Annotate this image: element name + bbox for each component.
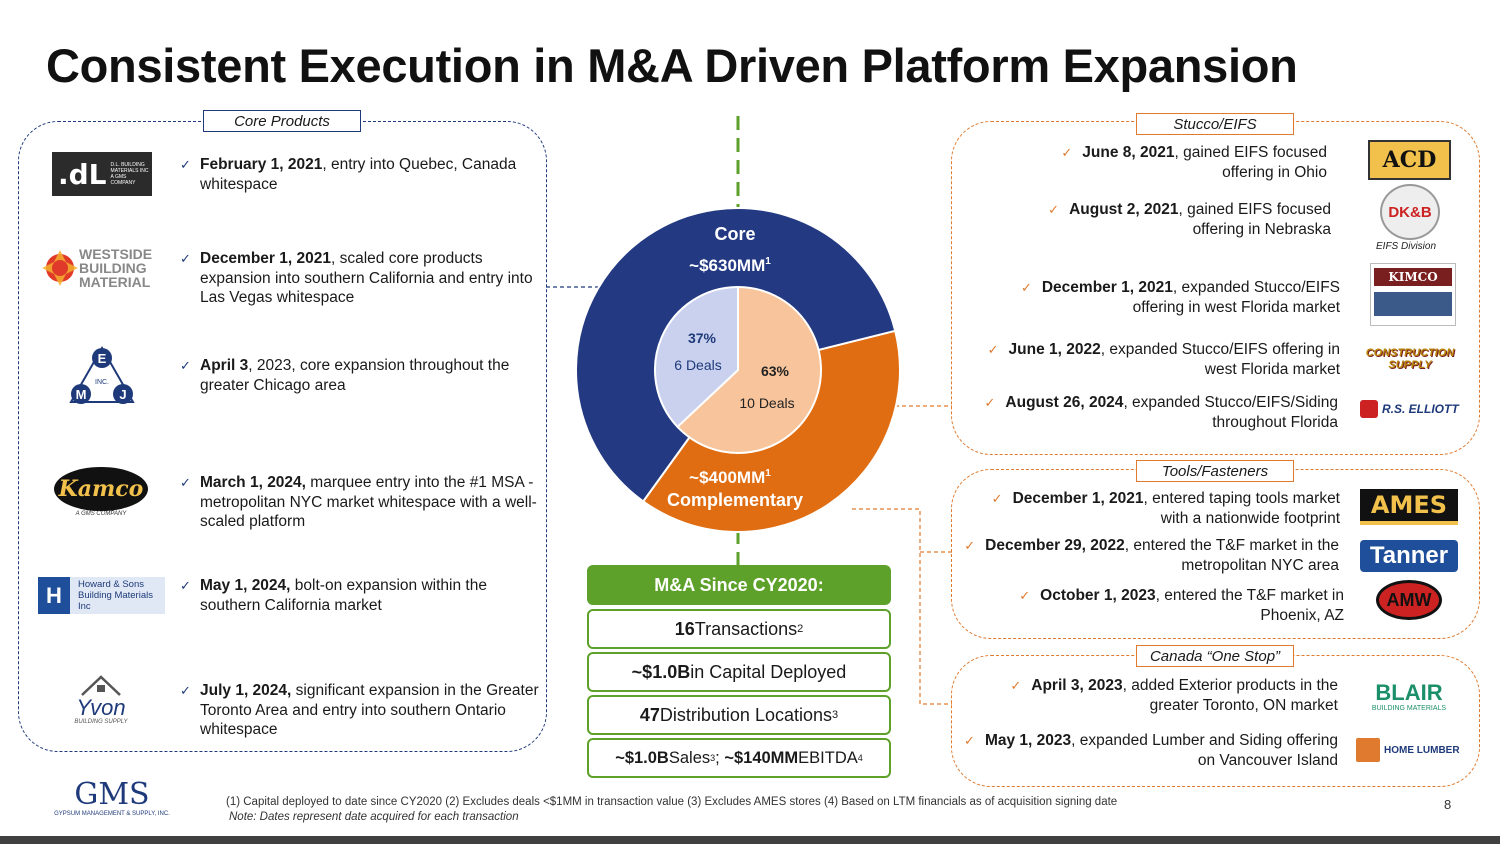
- page-number: 8: [1444, 797, 1452, 812]
- amw-logo: AMW: [1376, 580, 1442, 620]
- footnote-dates: Note: Dates represent date acquired for …: [229, 811, 519, 823]
- inner-deals-complementary: 10 Deals: [739, 395, 794, 411]
- complementary-value-label: ~$400MM1: [689, 468, 771, 487]
- bottom-bar: [0, 836, 1500, 844]
- core-value-label: ~$630MM1: [689, 256, 771, 275]
- ma-locations: 47 Distribution Locations 3: [587, 695, 891, 735]
- canada-item-2: ✓ May 1, 2023, expanded Lumber and Siding…: [964, 732, 1338, 769]
- house-icon: [81, 675, 121, 696]
- kimco-logo: KIMCO: [1370, 263, 1456, 326]
- inner-slice-core: [654, 285, 739, 429]
- tools-item-2: ✓ December 29, 2022, entered the T&F mark…: [964, 537, 1339, 574]
- stucco-item-3: ✓ December 1, 2021, expanded Stucco/EIFS …: [1020, 279, 1340, 316]
- ma-sales-ebitda: ~$1.0B Sales 3; ~$140MM EBITDA 4: [587, 738, 891, 778]
- complementary-label: Complementary: [667, 490, 803, 510]
- tools-label: Tools/Fasteners: [1136, 460, 1294, 482]
- rs-elliott-logo: R.S. ELLIOTT: [1360, 394, 1460, 424]
- howard-sons-logo: H Howard & Sons Building Materials Inc: [38, 577, 165, 614]
- stucco-label: Stucco/EIFS: [1136, 113, 1294, 135]
- svg-text:M: M: [76, 387, 87, 402]
- inner-deals-core: 6 Deals: [674, 357, 721, 373]
- core-item-2: ✓ December 1, 2021, scaled core products …: [180, 250, 533, 306]
- eifs-division-caption: EIFS Division: [1376, 241, 1437, 252]
- inner-pct-complementary: 63%: [761, 363, 790, 379]
- emj-triangle-icon: E M J INC.: [69, 345, 135, 404]
- construction-supply-logo: CONSTRUCTION SUPPLY: [1365, 347, 1455, 371]
- core-item-1: ✓ February 1, 2021, entry into Quebec, Ca…: [180, 156, 517, 193]
- ma-capital: ~$1.0B in Capital Deployed: [587, 652, 891, 692]
- page-title: Consistent Execution in M&A Driven Platf…: [46, 39, 1298, 92]
- ames-logo: AMES: [1360, 489, 1458, 525]
- stucco-item-5: ✓ August 26, 2024, expanded Stucco/EIFS/S…: [984, 394, 1339, 431]
- canada-label: Canada “One Stop”: [1136, 645, 1294, 667]
- gms-logo: GMS GYPSUM MANAGEMENT & SUPPLY, INC.: [54, 777, 170, 818]
- acd-logo: ACD: [1368, 140, 1451, 180]
- svg-text:J: J: [119, 387, 126, 402]
- inner-slice-complementary: [676, 285, 822, 454]
- tools-item-1: ✓ December 1, 2021, entered taping tools …: [991, 490, 1340, 527]
- dl-building-logo: .dL D.L. BUILDING MATERIALS INC A GMS COM…: [52, 152, 152, 196]
- tools-item-3: ✓ October 1, 2023, entered the T&F market…: [1019, 587, 1344, 624]
- canada-item-1: ✓ April 3, 2023, added Exterior products …: [1010, 677, 1338, 714]
- home-lumber-logo: HOME LUMBER: [1356, 735, 1464, 765]
- blair-logo: BLAIR BUILDING MATERIALS: [1371, 679, 1447, 712]
- footnotes: (1) Capital deployed to date since CY202…: [226, 796, 1118, 808]
- svg-text:INC.: INC.: [95, 379, 109, 386]
- core-item-4: ✓ March 1, 2024, marquee entry into the #…: [180, 474, 537, 530]
- core-item-3: ✓ April 3, 2023, core expansion throughou…: [180, 357, 510, 394]
- inner-pct-core: 37%: [688, 330, 717, 346]
- ma-header: M&A Since CY2020:: [587, 565, 891, 605]
- core-products-box: [18, 121, 547, 752]
- emj-logo: E M J INC.: [66, 344, 138, 406]
- ma-transactions: 16 Transactions 2: [587, 609, 891, 649]
- core-products-label: Core Products: [203, 110, 361, 132]
- dkb-logo: DK&B: [1380, 184, 1440, 240]
- stucco-item-1: ✓ June 8, 2021, gained EIFS focused offer…: [1061, 144, 1327, 181]
- tanner-logo: Tanner: [1360, 540, 1458, 572]
- core-item-6: ✓ July 1, 2024, significant expansion in …: [180, 682, 539, 738]
- kamco-logo: Kamco A GMS COMPANY: [52, 462, 150, 522]
- stucco-item-4: ✓ June 1, 2022, expanded Stucco/EIFS offe…: [987, 341, 1340, 378]
- revenue-donut-chart: Core ~$630MM1 ~$400MM1 Complementary 37%…: [575, 207, 901, 533]
- yvon-logo: Yvon BUILDING SUPPLY: [60, 666, 142, 732]
- westside-logo: WESTSIDE BUILDING MATERIAL: [38, 245, 164, 291]
- core-label: Core: [714, 224, 755, 244]
- core-item-5: ✓ May 1, 2024, bolt-on expansion within t…: [180, 577, 487, 614]
- stucco-item-2: ✓ August 2, 2021, gained EIFS focused off…: [1048, 201, 1331, 238]
- westside-badge-icon: [42, 250, 78, 286]
- svg-text:E: E: [98, 351, 107, 366]
